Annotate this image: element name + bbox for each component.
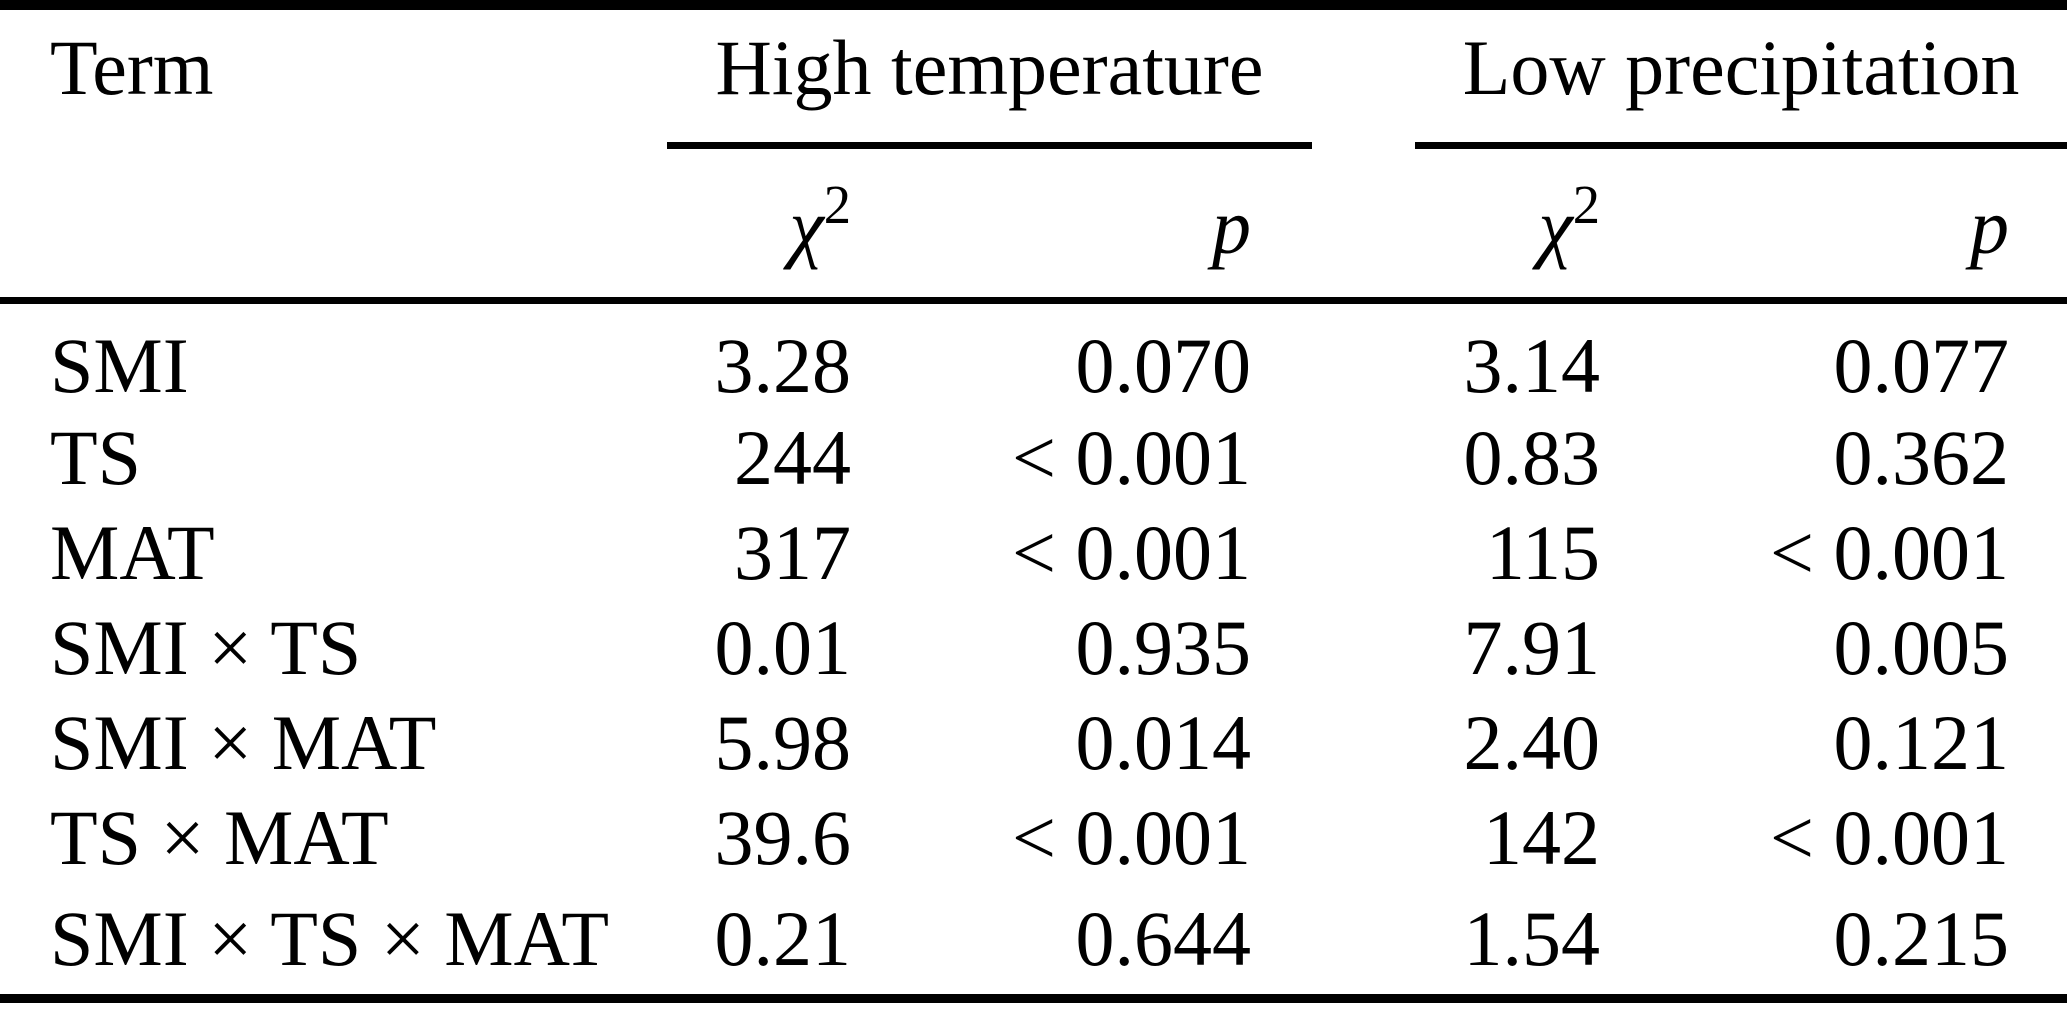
empty-header-cell [0,145,667,304]
table-row: SMI × TS × MAT 0.21 0.644 1.54 0.215 [0,870,2067,1003]
table-row: SMI × TS 0.01 0.935 7.91 0.005 [0,586,2067,691]
term-cell: TS × MAT [50,793,389,881]
group-header-low-precipitation: Low precipitation [1415,0,2067,149]
p-high-cell: < 0.001 [1012,793,1252,881]
term-column-header: Term [0,0,667,145]
chi2-low-cell: 1.54 [1415,870,1601,1003]
chi2-high-cell: 5.98 [714,698,852,786]
p-header-high: p [851,145,1313,304]
term-cell: TS [50,413,142,501]
chi2-low-cell: 0.83 [1463,413,1601,501]
p-header-low: p [1600,145,2067,304]
p-low-cell: < 0.001 [1770,508,2010,596]
p-low-cell: 0.077 [1833,321,2010,409]
sub-header-row: χ2 p χ2 p [0,145,2067,304]
chi-exponent: 2 [823,173,851,235]
p-high-cell: 0.644 [851,870,1313,1003]
chi2-header-high: χ2 [667,145,851,304]
chi-symbol: χ [789,182,824,270]
table-row: TS × MAT 39.6 < 0.001 142 < 0.001 [0,776,2067,881]
chi2-low-cell: 115 [1485,508,1601,596]
p-low-cell: 0.362 [1833,413,2010,501]
table-row: TS 244 < 0.001 0.83 0.362 [0,396,2067,501]
chi2-high-cell: 0.21 [667,870,851,1003]
p-low-cell: 0.005 [1833,603,2010,691]
chi2-header-low: χ2 [1415,145,1601,304]
chi2-high-cell: 317 [734,508,851,596]
p-high-cell: < 0.001 [1012,413,1252,501]
gap-cell [1312,870,1416,1003]
chi-exponent: 2 [1572,173,1601,235]
gap-cell [1312,776,1415,871]
p-high-cell: < 0.001 [1012,508,1252,596]
group-header-high-temperature: High temperature [667,0,1313,149]
chi2-high-cell: 0.01 [714,603,852,691]
chi2-high-cell: 39.6 [714,793,852,881]
p-low-cell: 0.215 [1600,870,2067,1003]
chi2-low-cell: 3.14 [1463,321,1601,409]
gap-cell [1312,586,1415,681]
gap-cell [1312,681,1415,776]
group-gap [1312,0,1416,145]
p-high-cell: 0.070 [1075,321,1252,409]
chi2-high-cell: 3.28 [714,321,852,409]
gap-cell [1312,396,1415,491]
term-cell: SMI × MAT [50,698,437,786]
term-cell: SMI × TS × MAT [0,870,667,1003]
table-header: Term High temperature Low precipitation … [0,0,2067,304]
term-cell: SMI × TS [50,603,362,691]
chi2-low-cell: 7.91 [1463,603,1601,691]
table-row: SMI 3.28 0.070 3.14 0.077 [0,300,2067,409]
gap-cell [1312,300,1415,396]
chi2-high-cell: 244 [734,413,851,501]
table-row: MAT 317 < 0.001 115 < 0.001 [0,491,2067,596]
p-low-cell: 0.121 [1833,698,2010,786]
table-body: SMI 3.28 0.070 3.14 0.077 TS 244 < 0.001… [0,300,2067,1003]
term-cell: SMI [50,321,189,409]
table-row: SMI × MAT 5.98 0.014 2.40 0.121 [0,681,2067,786]
gap-cell [1312,491,1415,586]
group-header-row: Term High temperature Low precipitation [0,0,2067,149]
term-cell: MAT [50,508,215,596]
chi-symbol: χ [1538,182,1573,270]
p-high-cell: 0.014 [1075,698,1252,786]
p-low-cell: < 0.001 [1770,793,2010,881]
group-gap [1312,145,1416,304]
p-high-cell: 0.935 [1075,603,1252,691]
chi2-low-cell: 2.40 [1463,698,1601,786]
chi2-low-cell: 142 [1483,793,1601,881]
